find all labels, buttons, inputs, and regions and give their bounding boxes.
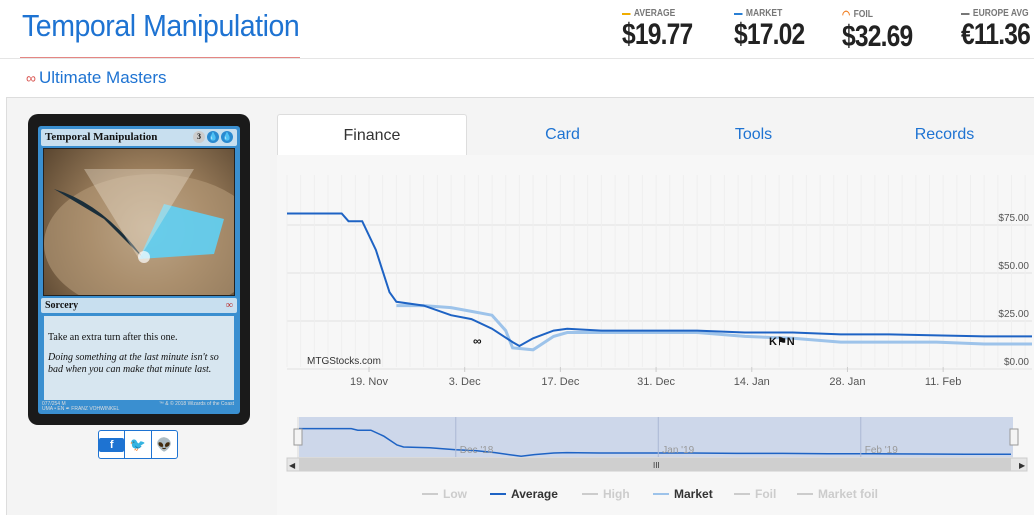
x-tick-label: 17. Dec xyxy=(541,376,579,388)
price-chart-container: $0.00 $25.00 $50.00 $75.00 19. Nov 3. Dec 17.… xyxy=(277,155,1034,515)
plot-area xyxy=(287,175,1032,367)
reddit-icon: 👽 xyxy=(156,436,173,452)
card-artist-line: UMA • EN ✒ FRANZ VOHWINKEL xyxy=(42,406,120,412)
navigator-scrollbar-thumb[interactable] xyxy=(299,458,1011,471)
legend-label: Average xyxy=(511,487,558,501)
foil-icon: ◠ xyxy=(842,9,851,21)
card-rules-text: Take an extra turn after this one. xyxy=(48,332,178,343)
twitter-icon: 🐦 xyxy=(129,436,147,452)
set-symbol-icon: ∞ xyxy=(26,70,36,86)
price-market-label: MARKET xyxy=(745,8,783,19)
scroll-left-icon[interactable]: ◀ xyxy=(289,461,296,470)
facebook-share-button[interactable]: f xyxy=(99,431,126,458)
tab-tools[interactable]: Tools xyxy=(734,126,773,143)
price-foil: ◠ FOIL $32.69 xyxy=(842,8,928,54)
legend-label: Foil xyxy=(755,487,776,501)
legend-label: Market xyxy=(674,487,713,501)
page-title: Temporal Manipulation xyxy=(22,8,300,43)
card-type: Sorcery xyxy=(45,300,79,311)
card-frame: Temporal Manipulation 3 💧 💧 Sorcery ∞ Ta… xyxy=(38,126,240,414)
mana-generic-icon: 3 xyxy=(193,131,205,143)
x-tick-label: 3. Dec xyxy=(449,376,481,388)
navigator-left-handle[interactable] xyxy=(293,428,303,446)
tab-card[interactable]: Card xyxy=(545,126,580,143)
legend-label: Low xyxy=(443,487,468,501)
tab-records[interactable]: Records xyxy=(914,126,975,143)
navigator-selection[interactable] xyxy=(299,417,1013,457)
navigator-tick-label: Jan '19 xyxy=(662,445,694,456)
header-divider xyxy=(0,58,1034,59)
x-tick-label: 19. Nov xyxy=(350,376,388,388)
annotation-set-icon: ∞ xyxy=(473,334,482,348)
mana-blue-icon: 💧 xyxy=(221,131,233,143)
share-buttons: f 🐦 👽 xyxy=(98,430,178,459)
y-tick-label: $50.00 xyxy=(998,261,1029,272)
card-footer: 077/254 M UMA • EN ✒ FRANZ VOHWINKEL ™ &… xyxy=(42,402,236,412)
price-average-label: AVERAGE xyxy=(633,8,676,19)
legend-item-high[interactable]: High xyxy=(582,487,630,501)
card-collector-number: 077/254 M xyxy=(42,401,66,407)
chart-watermark: MTGStocks.com xyxy=(307,356,381,367)
price-market-value: $17.02 xyxy=(734,18,805,51)
legend-item-market-foil[interactable]: Market foil xyxy=(797,487,878,501)
price-market: MARKET $17.02 xyxy=(734,8,820,52)
y-tick-label: $25.00 xyxy=(998,309,1029,320)
legend-item-foil[interactable]: Foil xyxy=(734,487,776,501)
scroll-right-icon[interactable]: ▶ xyxy=(1019,461,1026,470)
set-link-label: Ultimate Masters xyxy=(38,68,167,87)
legend-item-market[interactable]: Market xyxy=(653,487,713,501)
card-type-line: Sorcery ∞ xyxy=(41,298,237,313)
price-chart: $0.00 $25.00 $50.00 $75.00 19. Nov 3. Dec 17.… xyxy=(286,175,1032,501)
card-text-box: Take an extra turn after this one. Doing… xyxy=(44,316,234,400)
mana-cost: 3 💧 💧 xyxy=(193,131,233,144)
annotation-ban-icon: K⚑N xyxy=(769,336,795,348)
price-europe-value: €11.36 xyxy=(961,18,1031,51)
set-link[interactable]: ∞ Ultimate Masters xyxy=(26,68,167,88)
card-art xyxy=(43,148,235,296)
set-rarity-icon: ∞ xyxy=(225,300,233,311)
navigator-right-handle[interactable] xyxy=(1009,428,1019,446)
card-name-bar: Temporal Manipulation 3 💧 💧 xyxy=(41,129,237,146)
card-flavor-text: Doing something at the last minute isn't… xyxy=(48,352,219,375)
x-tick-label: 11. Feb xyxy=(925,376,962,388)
price-average: AVERAGE $19.77 xyxy=(622,8,708,52)
card-name: Temporal Manipulation xyxy=(45,131,158,143)
twitter-share-button[interactable]: 🐦 xyxy=(125,431,152,458)
series-line-market[interactable] xyxy=(396,304,1032,352)
legend-item-average[interactable]: Average xyxy=(490,487,558,501)
facebook-icon: f xyxy=(99,437,125,452)
x-tick-label: 28. Jan xyxy=(829,376,865,388)
tab-finance[interactable]: Finance xyxy=(277,114,467,156)
y-tick-label: $0.00 xyxy=(1004,357,1029,368)
y-tick-label: $75.00 xyxy=(998,213,1029,224)
navigator-tick-label: Feb '19 xyxy=(865,445,898,456)
scrollbar-grip-icon: III xyxy=(653,461,660,470)
event-marker-icon: K⚑N xyxy=(769,336,795,348)
card-image: Temporal Manipulation 3 💧 💧 Sorcery ∞ Ta… xyxy=(28,114,250,425)
card-copyright: ™ & © 2018 Wizards of the Coast xyxy=(158,401,234,407)
legend-label: Market foil xyxy=(818,487,878,501)
legend-label: High xyxy=(603,487,630,501)
price-europe: EUROPE AVG €11.36 xyxy=(961,8,1034,52)
series-line-average[interactable] xyxy=(287,212,1032,348)
legend-item-low[interactable]: Low xyxy=(422,487,468,501)
navigator-series-line xyxy=(299,427,1011,457)
x-tick-label: 31. Dec xyxy=(637,376,675,388)
market-dash-icon xyxy=(734,12,743,15)
mana-blue-icon: 💧 xyxy=(207,131,219,143)
price-foil-value: $32.69 xyxy=(842,20,913,53)
price-foil-label: FOIL xyxy=(853,9,873,20)
chart-navigator[interactable]: Dec '18 Jan '19 Feb '19 ◀ ▶ III xyxy=(286,417,1028,472)
navigator-tick-label: Dec '18 xyxy=(460,445,494,456)
tab-bar: Finance Card Tools Records xyxy=(277,114,1034,156)
page-header: Temporal Manipulation AVERAGE $19.77 MAR… xyxy=(0,0,1034,60)
set-release-marker-icon: ∞ xyxy=(473,334,482,348)
x-tick-label: 14. Jan xyxy=(734,376,770,388)
average-dash-icon xyxy=(622,12,631,15)
europe-dash-icon xyxy=(961,12,970,15)
reddit-share-button[interactable]: 👽 xyxy=(152,431,177,458)
price-average-value: $19.77 xyxy=(622,18,693,51)
price-europe-label: EUROPE AVG xyxy=(972,8,1029,19)
card-art-illustration xyxy=(44,169,234,295)
